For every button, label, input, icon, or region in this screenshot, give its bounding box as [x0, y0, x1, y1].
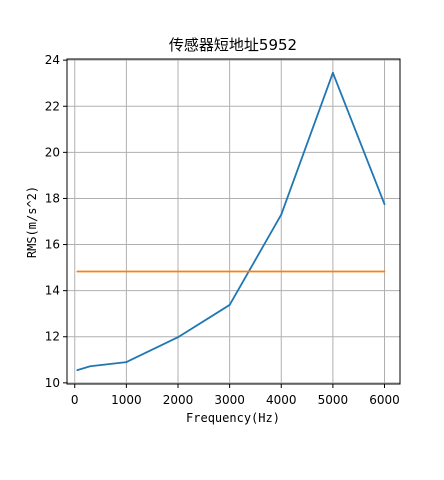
x-tick-label: 6000	[369, 393, 400, 407]
series-layer	[76, 71, 386, 372]
x-tick-label: 3000	[214, 393, 245, 407]
y-tick-label: 14	[45, 284, 60, 298]
chart-title: 传感器短地址5952	[169, 36, 297, 54]
ticks: 0 1000 2000 3000 4000 5000 6000 10 12 14 16 18 20 22 2…	[45, 53, 400, 407]
x-tick-label: 1000	[111, 393, 142, 407]
plot-frame	[66, 58, 401, 385]
x-tick-label: 0	[71, 393, 79, 407]
data-point	[331, 71, 334, 74]
y-tick-label: 18	[45, 191, 60, 205]
data-point	[76, 270, 79, 273]
y-tick-label: 22	[45, 99, 60, 113]
y-tick-label: 20	[45, 145, 60, 159]
data-point	[89, 365, 92, 368]
y-tick-label: 16	[45, 238, 60, 252]
x-tick-label: 4000	[266, 393, 297, 407]
x-tick-label: 5000	[318, 393, 349, 407]
data-point	[228, 304, 231, 306]
x-axis-label: Frequency(Hz)	[186, 411, 280, 425]
data-point	[76, 369, 79, 372]
data-point	[280, 213, 283, 216]
data-point	[177, 336, 179, 339]
y-axis-label: RMS(m/s^2)	[25, 186, 39, 258]
y-tick-label: 24	[45, 53, 60, 67]
series-line-1	[77, 71, 386, 372]
data-point	[383, 270, 386, 273]
grid	[67, 59, 400, 384]
y-tick-label: 12	[45, 330, 60, 344]
data-point	[383, 203, 386, 206]
data-point	[125, 361, 128, 364]
y-tick-label: 10	[45, 376, 60, 390]
x-tick-label: 2000	[163, 393, 194, 407]
